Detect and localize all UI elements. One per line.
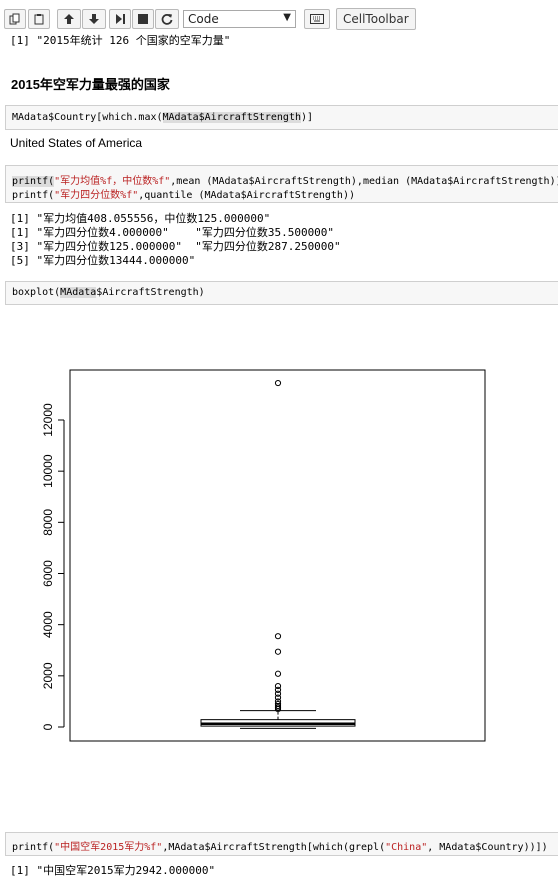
move-up-button[interactable] [57, 9, 81, 29]
code-text: )] [301, 112, 314, 123]
keyboard-icon [310, 14, 324, 24]
y-tick-label: 6000 [41, 560, 55, 587]
outlier-point [274, 686, 282, 694]
outlier-point [274, 705, 282, 713]
code-text: printf( [12, 190, 55, 201]
move-down-button[interactable] [82, 9, 106, 29]
step-forward-icon [116, 14, 125, 24]
boxplot-chart: 0 2000 4000 6000 8000 10000 12000 [41, 369, 486, 742]
celltoolbar-label: CellToolbar [343, 12, 409, 26]
y-tick-label: 4000 [41, 611, 55, 638]
cell-type-value: Code [188, 12, 219, 26]
notebook-toolbar: Code ▼ CellToolbar [0, 0, 558, 36]
restart-kernel-button[interactable] [155, 9, 179, 29]
code-string: "中国空军2015军力%f" [54, 842, 163, 853]
markdown-heading: 2015年空军力量最强的国家 [11, 77, 170, 92]
code-text: , MAdata$Country))]) [427, 842, 548, 853]
output-line-4: [5] "军力四分位数13444.000000" [10, 254, 196, 267]
outlier-point [274, 379, 282, 387]
code-text: ,MAdata$AircraftStrength[which(grepl( [162, 842, 386, 853]
y-tick-label: 12000 [41, 403, 55, 437]
output-country: United States of America [10, 136, 143, 150]
code-string: "China" [385, 842, 428, 853]
celltoolbar-button[interactable]: CellToolbar [336, 8, 416, 30]
output-line-2: [1] "军力四分位数4.000000" "军力四分位数35.500000" [10, 226, 335, 239]
dropdown-arrow-icon: ▼ [283, 12, 291, 23]
code-highlight: MAdata$AircraftStrength [162, 112, 301, 123]
output-top-partial: [1] "2015年统计 126 个国家的空军力量" [10, 34, 231, 47]
paste-icon [34, 14, 44, 25]
code-string: "军力四分位数%f" [54, 190, 139, 201]
code-text: MAdata$Country[which.max( [12, 112, 163, 123]
code-highlight: MAdata [60, 287, 97, 298]
outlier-point [274, 690, 282, 697]
output-line-1: [1] "军力均值408.055556，中位数125.000000" [10, 212, 271, 225]
interrupt-kernel-button[interactable] [132, 9, 154, 29]
code-text: printf( [12, 176, 55, 187]
y-tick-label: 0 [41, 723, 55, 730]
code-text: printf( [12, 842, 55, 853]
y-tick-label: 10000 [41, 454, 55, 488]
code-text: ,mean (MAdata$AircraftStrength),median (… [170, 176, 558, 187]
code-cell-china[interactable]: printf("中国空军2015军力%f",MAdata$AircraftStr… [5, 832, 558, 856]
stop-icon [138, 14, 148, 24]
arrow-down-icon [89, 14, 99, 24]
arrow-up-icon [64, 14, 74, 24]
outlier-point [274, 633, 282, 640]
output-china: [1] "中国空军2015军力2942.000000" [10, 864, 216, 877]
code-text: ,quantile (MAdata$AircraftStrength)) [138, 190, 355, 201]
outlier-point [274, 648, 282, 655]
outlier-point [274, 682, 282, 690]
y-tick-label: 2000 [41, 662, 55, 689]
copy-cell-button[interactable] [4, 9, 26, 29]
outlier-point [274, 694, 282, 701]
keyboard-shortcuts-button[interactable] [304, 9, 330, 29]
paste-cell-button[interactable] [28, 9, 50, 29]
run-cell-button[interactable] [109, 9, 131, 29]
code-cell-which-max[interactable]: MAdata$Country[which.max(MAdata$Aircraft… [5, 105, 558, 130]
outlier-point [274, 670, 282, 677]
copy-icon [9, 13, 20, 25]
code-cell-boxplot[interactable]: boxplot(MAdata$AircraftStrength) [5, 281, 558, 305]
code-text: $AircraftStrength) [96, 287, 205, 298]
code-text: boxplot( [12, 287, 61, 298]
y-tick-label: 8000 [41, 509, 55, 536]
plot-frame [69, 369, 486, 742]
output-line-3: [3] "军力四分位数125.000000" "军力四分位数287.250000… [10, 240, 341, 253]
outlier-point [274, 698, 282, 705]
cell-type-select[interactable]: Code ▼ [183, 10, 296, 28]
refresh-icon [161, 14, 173, 25]
code-cell-printf-stats[interactable]: printf("军力均值%f，中位数%f",mean (MAdata$Aircr… [5, 165, 558, 203]
code-string: "军力均值%f，中位数%f" [54, 176, 171, 187]
